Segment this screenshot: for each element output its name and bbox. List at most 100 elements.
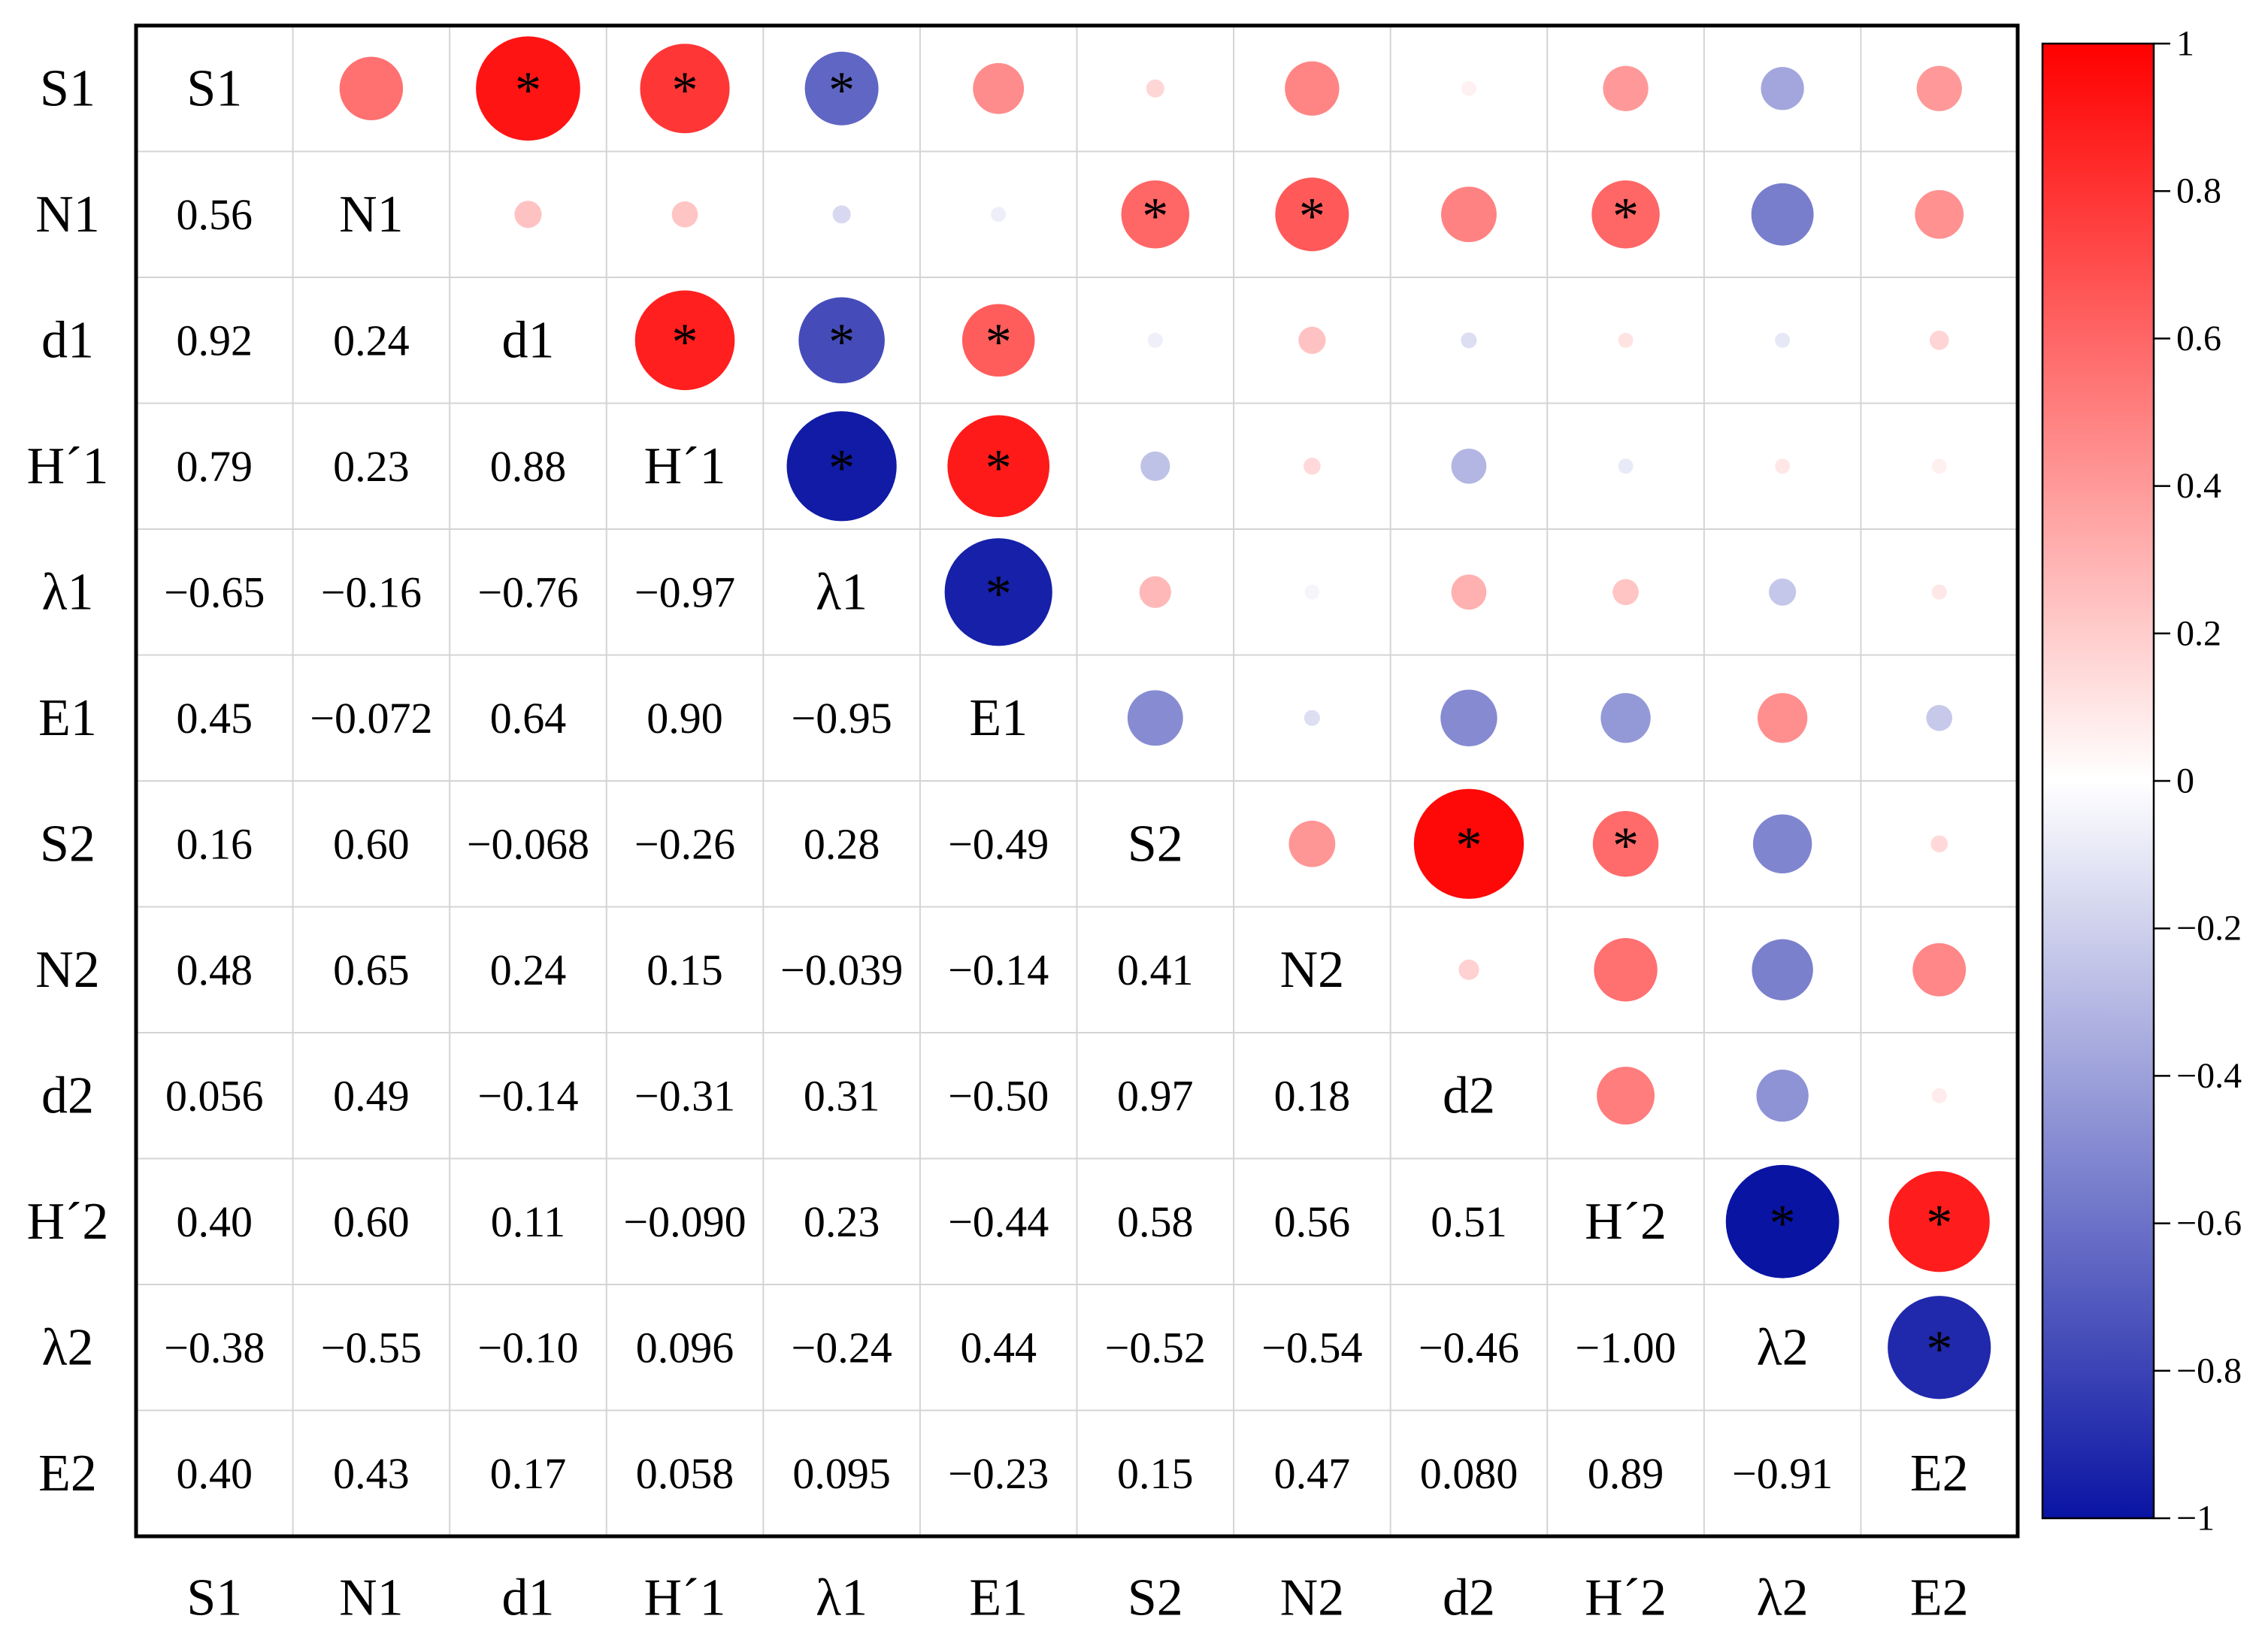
y-tick-label: d1 — [41, 311, 94, 369]
correlation-value-label: −0.31 — [634, 1071, 735, 1120]
colorbar-tick-label: 0.6 — [2176, 319, 2221, 359]
matrix-cells: S1 * * * 0.56 N1 * * * 0.92 0.24 d1 * * * 0.79 0.23 0.88 H… — [164, 36, 1991, 1502]
significance-marker: * — [515, 62, 541, 120]
y-tick-label: λ1 — [42, 563, 94, 621]
correlation-circle — [1612, 579, 1639, 606]
correlation-value-label: 0.92 — [177, 316, 253, 365]
significance-marker: * — [672, 313, 698, 371]
y-tick-label: S2 — [40, 815, 95, 873]
correlation-circle — [1594, 938, 1658, 1002]
correlation-circle — [1121, 180, 1190, 249]
x-tick-label: d1 — [501, 1569, 554, 1627]
correlation-circle — [671, 201, 698, 228]
correlation-circle — [1912, 943, 1967, 997]
correlation-value-label: 0.16 — [177, 819, 253, 868]
correlation-value-label: −0.91 — [1732, 1449, 1833, 1498]
correlation-value-label: −0.14 — [477, 1071, 578, 1120]
correlation-value-label: 0.79 — [177, 442, 253, 491]
x-axis-labels: S1 N1 d1 H´1 λ1 E1 S2 N2 d2 H´2 λ2 E2 — [186, 1569, 1968, 1627]
correlation-value-label: −0.38 — [164, 1323, 265, 1372]
significance-marker: * — [986, 313, 1012, 371]
correlation-value-label: 0.058 — [636, 1449, 734, 1498]
correlation-circle — [1752, 939, 1813, 1000]
correlation-circle — [832, 205, 851, 224]
correlation-circle — [1304, 457, 1321, 475]
correlation-value-label: 0.095 — [792, 1449, 891, 1498]
correlation-value-label: −0.44 — [948, 1197, 1049, 1246]
correlation-value-label: −0.76 — [477, 567, 578, 616]
correlation-circle — [1752, 814, 1812, 873]
correlation-circle — [1603, 65, 1649, 111]
correlation-circle — [1931, 1088, 1947, 1103]
correlation-value-label: 0.90 — [646, 694, 723, 743]
x-tick-label: N1 — [339, 1569, 404, 1627]
correlation-value-label: −0.16 — [321, 567, 422, 616]
x-tick-label: H´1 — [644, 1569, 726, 1627]
colorbar-tick-label: 1 — [2176, 24, 2194, 64]
correlation-value-label: 0.65 — [333, 946, 410, 994]
significance-marker: * — [1299, 187, 1325, 245]
correlation-circle — [1775, 332, 1791, 348]
correlation-circle — [1931, 458, 1947, 474]
diagonal-label: S2 — [1128, 815, 1183, 873]
colorbar-tick-label: 0.2 — [2176, 613, 2221, 653]
x-tick-label: E1 — [969, 1569, 1028, 1627]
correlation-circle — [476, 36, 580, 141]
diagonal-label: d1 — [501, 311, 554, 369]
correlation-circle — [1600, 693, 1651, 743]
correlation-value-label: −0.26 — [634, 819, 735, 868]
correlation-circle — [1146, 79, 1164, 98]
correlation-value-label: 0.56 — [1274, 1197, 1351, 1246]
significance-marker: * — [1770, 1194, 1796, 1252]
y-tick-label: N1 — [35, 186, 100, 244]
significance-marker: * — [828, 439, 855, 497]
correlation-circle — [1916, 65, 1962, 111]
correlation-circle — [1591, 180, 1660, 249]
correlation-circle — [1761, 67, 1804, 110]
correlation-value-label: 0.18 — [1274, 1071, 1351, 1120]
significance-marker: * — [828, 313, 855, 371]
correlation-value-label: 0.64 — [490, 694, 567, 743]
matrix-frame — [134, 23, 2020, 1539]
correlation-circle — [1304, 584, 1320, 600]
correlation-circle — [991, 207, 1007, 222]
colorbar-tick-label: 0.8 — [2176, 171, 2221, 211]
correlation-circle — [514, 201, 542, 228]
correlation-value-label: −0.54 — [1261, 1323, 1362, 1372]
correlation-value-label: −0.090 — [623, 1197, 746, 1246]
x-tick-label: S2 — [1128, 1569, 1183, 1627]
correlation-value-label: 0.24 — [490, 946, 567, 994]
correlation-circle — [944, 538, 1052, 646]
correlation-circle — [1618, 332, 1634, 348]
x-tick-label: λ2 — [1757, 1569, 1809, 1627]
y-tick-label: S1 — [40, 59, 95, 117]
correlation-value-label: 0.080 — [1420, 1449, 1519, 1498]
correlation-value-label: 0.58 — [1117, 1197, 1194, 1246]
diagonal-label: N1 — [339, 186, 404, 244]
correlation-value-label: 0.49 — [333, 1071, 410, 1120]
correlation-value-label: −0.10 — [477, 1323, 578, 1372]
correlation-circle — [1461, 80, 1476, 96]
correlation-circle — [1592, 811, 1659, 877]
significance-marker: * — [1926, 1194, 1952, 1252]
diagonal-label: λ1 — [816, 563, 868, 621]
x-tick-label: N2 — [1280, 1569, 1345, 1627]
correlation-circle — [1769, 578, 1797, 606]
correlation-circle — [1441, 186, 1497, 243]
correlation-value-label: 0.44 — [960, 1323, 1037, 1372]
y-tick-label: d2 — [41, 1067, 94, 1124]
correlation-circle — [1127, 690, 1183, 746]
colorbar-tick-label: −0.8 — [2176, 1351, 2242, 1390]
correlation-circle — [640, 44, 730, 134]
correlation-value-label: 0.28 — [804, 819, 880, 868]
x-tick-label: S1 — [186, 1569, 242, 1627]
correlation-circle — [1751, 183, 1814, 246]
y-tick-label: λ2 — [42, 1318, 94, 1376]
correlation-circle — [1461, 332, 1477, 349]
correlation-circle — [1285, 61, 1340, 116]
diagonal-label: S1 — [186, 59, 242, 117]
correlation-value-label: −0.65 — [164, 567, 265, 616]
significance-marker: * — [1612, 817, 1639, 875]
significance-marker: * — [986, 439, 1012, 497]
